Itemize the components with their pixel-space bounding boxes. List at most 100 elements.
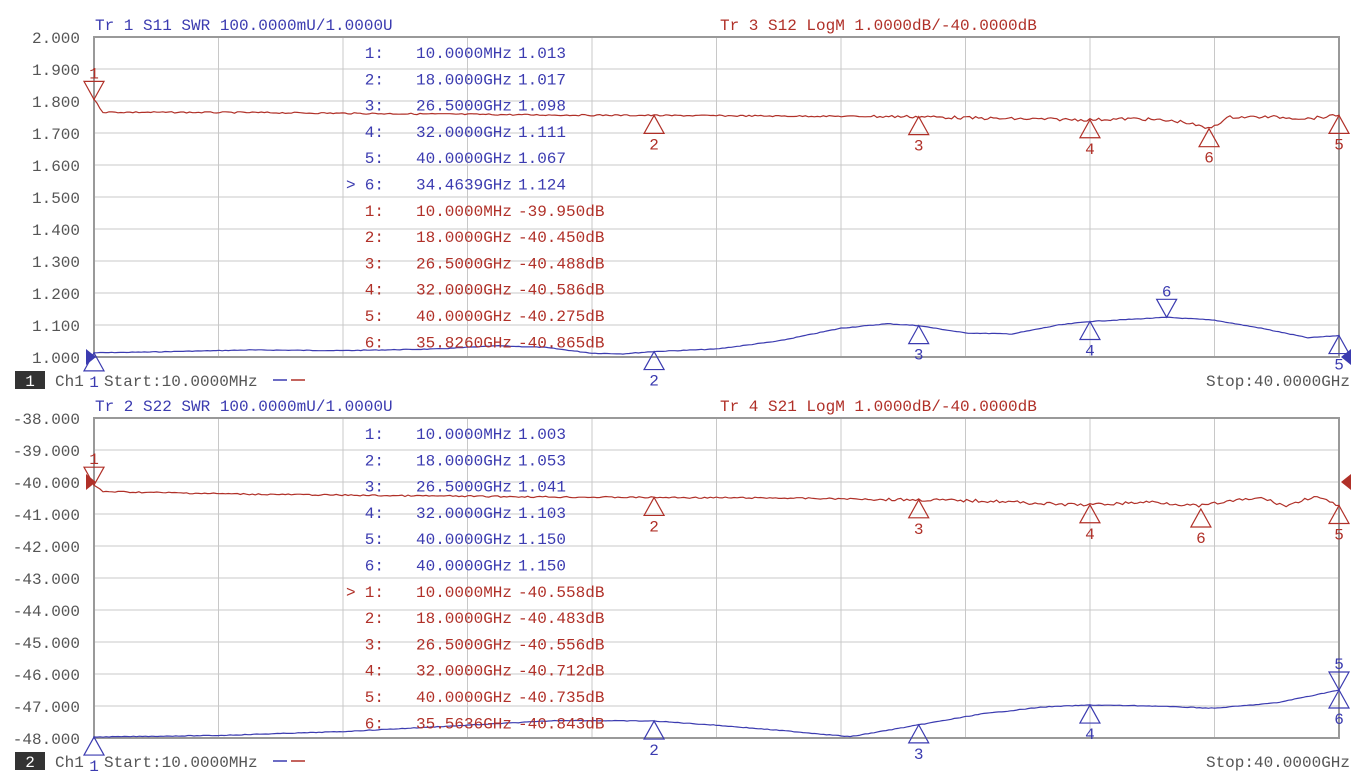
marker-frequency: 34.4639GHz [416, 177, 512, 195]
marker-4[interactable]: 4 [1078, 703, 1101, 744]
window-number-badge [15, 752, 45, 770]
marker-2[interactable]: 2 [643, 350, 666, 391]
marker-label: 2 [649, 518, 659, 536]
marker-4[interactable]: 4 [1078, 118, 1101, 159]
marker-value: -40.712dB [518, 663, 604, 681]
marker-value: 1.041 [518, 479, 566, 497]
reference-left-arrow-icon [86, 474, 96, 490]
active-marker-indicator: > [346, 177, 356, 195]
marker-3[interactable]: 3 [907, 723, 930, 764]
marker-value: 1.098 [518, 98, 566, 116]
marker-3[interactable]: 3 [907, 324, 930, 365]
marker-value: -40.488dB [518, 255, 604, 273]
reference-right-arrow-icon [1341, 474, 1351, 490]
marker-label: 4 [1085, 526, 1095, 544]
marker-3[interactable]: 3 [907, 498, 930, 539]
start-frequency: Start:10.0000MHz [104, 754, 258, 772]
marker-triangle-up-icon [82, 351, 106, 372]
marker-number: 3: [365, 479, 384, 497]
marker-value: -40.586dB [518, 282, 604, 300]
stop-frequency: Stop:40.0000GHz [1206, 754, 1350, 772]
marker-number: 1: [365, 45, 384, 63]
marker-label: 1 [89, 374, 99, 392]
window-number: 1 [25, 373, 35, 391]
marker-triangle-up-icon [643, 350, 666, 371]
marker-1[interactable]: 1 [82, 451, 106, 487]
marker-4[interactable]: 4 [1078, 503, 1101, 544]
marker-frequency: 35.8260GHz [416, 334, 512, 352]
marker-number: 2: [365, 610, 384, 628]
y-tick-label: -43.000 [13, 571, 80, 589]
window-1: 2.000 1.900 1.800 1.700 1.600 1.500 1.400 1.300… [15, 17, 1351, 392]
marker-number: 5: [365, 531, 384, 549]
marker-number: 3: [365, 255, 384, 273]
trace-s11 [94, 316, 1340, 355]
y-tick-label: -47.000 [13, 699, 80, 717]
marker-value: -40.556dB [518, 636, 604, 654]
marker-frequency: 18.0000GHz [416, 71, 512, 89]
marker-1[interactable]: 1 [82, 351, 106, 392]
marker-label: 5 [1334, 136, 1344, 154]
marker-5[interactable]: 5 [1327, 114, 1351, 154]
marker-6[interactable]: 6 [1198, 127, 1221, 168]
marker-triangle-up-icon [907, 723, 930, 744]
marker-label: 1 [89, 451, 99, 469]
marker-2[interactable]: 2 [643, 719, 666, 760]
marker-value: -40.735dB [518, 689, 604, 707]
marker-3[interactable]: 3 [907, 115, 930, 156]
marker-label: 5 [1334, 656, 1344, 674]
marker-frequency: 40.0000GHz [416, 531, 512, 549]
marker-label: 1 [89, 65, 99, 83]
marker-frequency: 40.0000GHz [416, 308, 512, 326]
marker-value: 1.053 [518, 452, 566, 470]
marker-triangle-up-icon [1327, 504, 1351, 525]
marker-5[interactable]: 5 [1327, 504, 1351, 545]
marker-number: 1: [365, 584, 384, 602]
marker-label: 2 [649, 373, 659, 391]
y-tick-label: -41.000 [13, 507, 80, 525]
marker-triangle-up-icon [907, 115, 930, 136]
marker-6[interactable]: 6 [1327, 688, 1351, 729]
marker-1[interactable]: 1 [82, 735, 106, 776]
grid [93, 417, 1340, 739]
marker-number: 6: [365, 558, 384, 576]
trace-s12 [93, 99, 1340, 130]
marker-frequency: 40.0000GHz [416, 150, 512, 168]
marker-label: 5 [1334, 527, 1344, 545]
y-tick-label: -45.000 [13, 635, 80, 653]
y-tick-label: 1.000 [32, 350, 80, 368]
marker-number: 4: [365, 505, 384, 523]
marker-value: 1.003 [518, 426, 566, 444]
marker-5[interactable]: 5 [1327, 334, 1351, 375]
trace-header: Tr 4 S21 LogM 1.0000dB/-40.0000dB [720, 398, 1037, 416]
marker-number: 4: [365, 663, 384, 681]
marker-readout-table: 1: 10.0000MHz 1.003 2: 18.0000GHz 1.053 3: 26.5… [346, 426, 604, 733]
marker-label: 3 [914, 347, 924, 365]
marker-6[interactable]: 6 [1155, 283, 1178, 319]
marker-5[interactable]: 5 [1327, 656, 1351, 692]
marker-triangle-up-icon [1189, 507, 1212, 528]
marker-frequency: 10.0000MHz [416, 426, 512, 444]
marker-value: -40.483dB [518, 610, 604, 628]
y-tick-label: -38.000 [13, 411, 80, 429]
marker-2[interactable]: 2 [643, 496, 666, 536]
marker-6[interactable]: 6 [1189, 507, 1212, 548]
marker-4[interactable]: 4 [1078, 320, 1101, 360]
marker-value: 1.067 [518, 150, 566, 168]
marker-value: -40.558dB [518, 584, 604, 602]
marker-value: 1.150 [518, 531, 566, 549]
marker-value: -40.450dB [518, 229, 604, 247]
marker-number: 3: [365, 636, 384, 654]
trace-header: Tr 2 S22 SWR 100.0000mU/1.0000U [95, 398, 393, 416]
marker-1[interactable]: 1 [82, 65, 106, 101]
marker-label: 6 [1204, 150, 1214, 168]
marker-value: 1.111 [518, 124, 566, 142]
marker-label: 3 [914, 138, 924, 156]
marker-number: 4: [365, 282, 384, 300]
marker-2[interactable]: 2 [643, 114, 666, 154]
marker-triangle-down-icon [82, 80, 106, 101]
marker-triangle-down-icon [1155, 298, 1178, 319]
y-tick-label: 1.600 [32, 158, 80, 176]
y-tick-label: 1.700 [32, 126, 80, 144]
stop-frequency: Stop:40.0000GHz [1206, 373, 1350, 391]
